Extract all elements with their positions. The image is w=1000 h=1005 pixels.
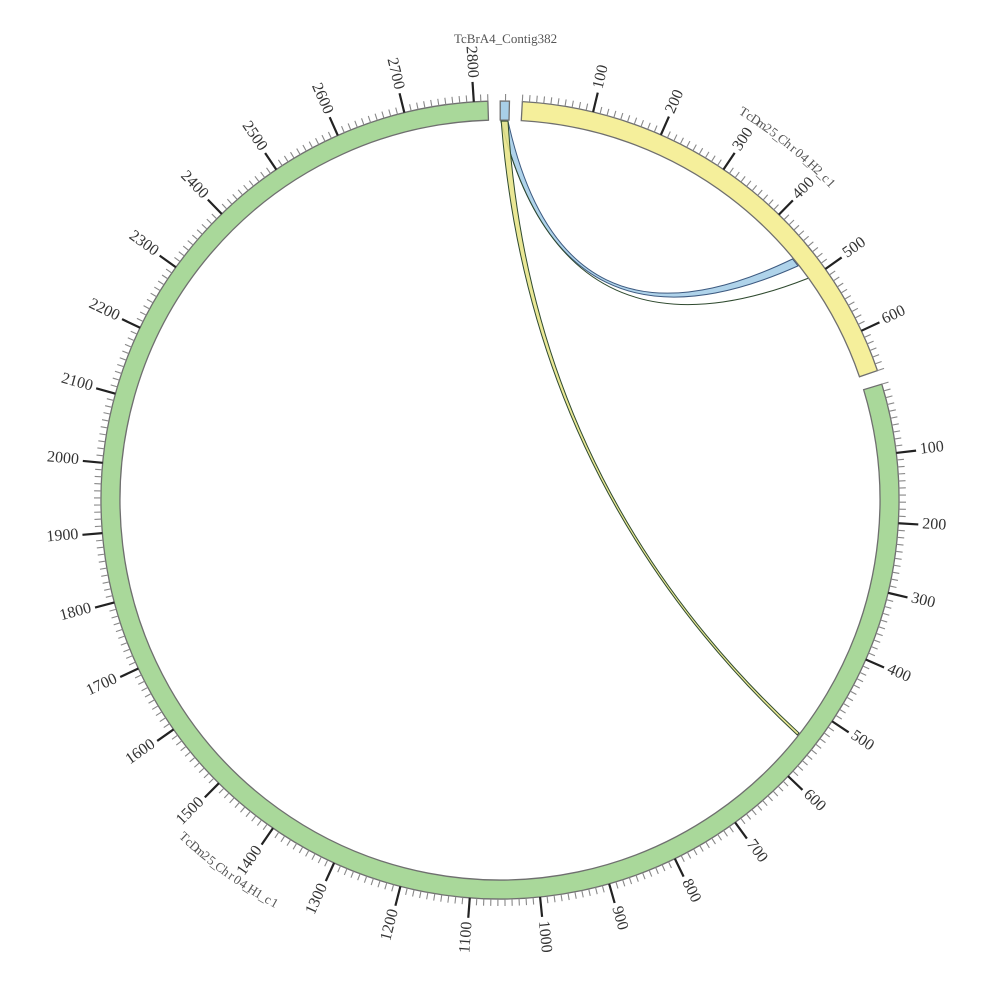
svg-text:1900: 1900 [46, 526, 79, 546]
svg-text:1100: 1100 [456, 921, 475, 954]
svg-text:100: 100 [919, 438, 945, 458]
svg-text:200: 200 [922, 515, 947, 533]
svg-text:2000: 2000 [46, 448, 79, 468]
svg-text:1000: 1000 [535, 920, 555, 954]
svg-text:2800: 2800 [462, 45, 481, 78]
svg-text:TcBrA4_Contig382: TcBrA4_Contig382 [454, 31, 557, 46]
